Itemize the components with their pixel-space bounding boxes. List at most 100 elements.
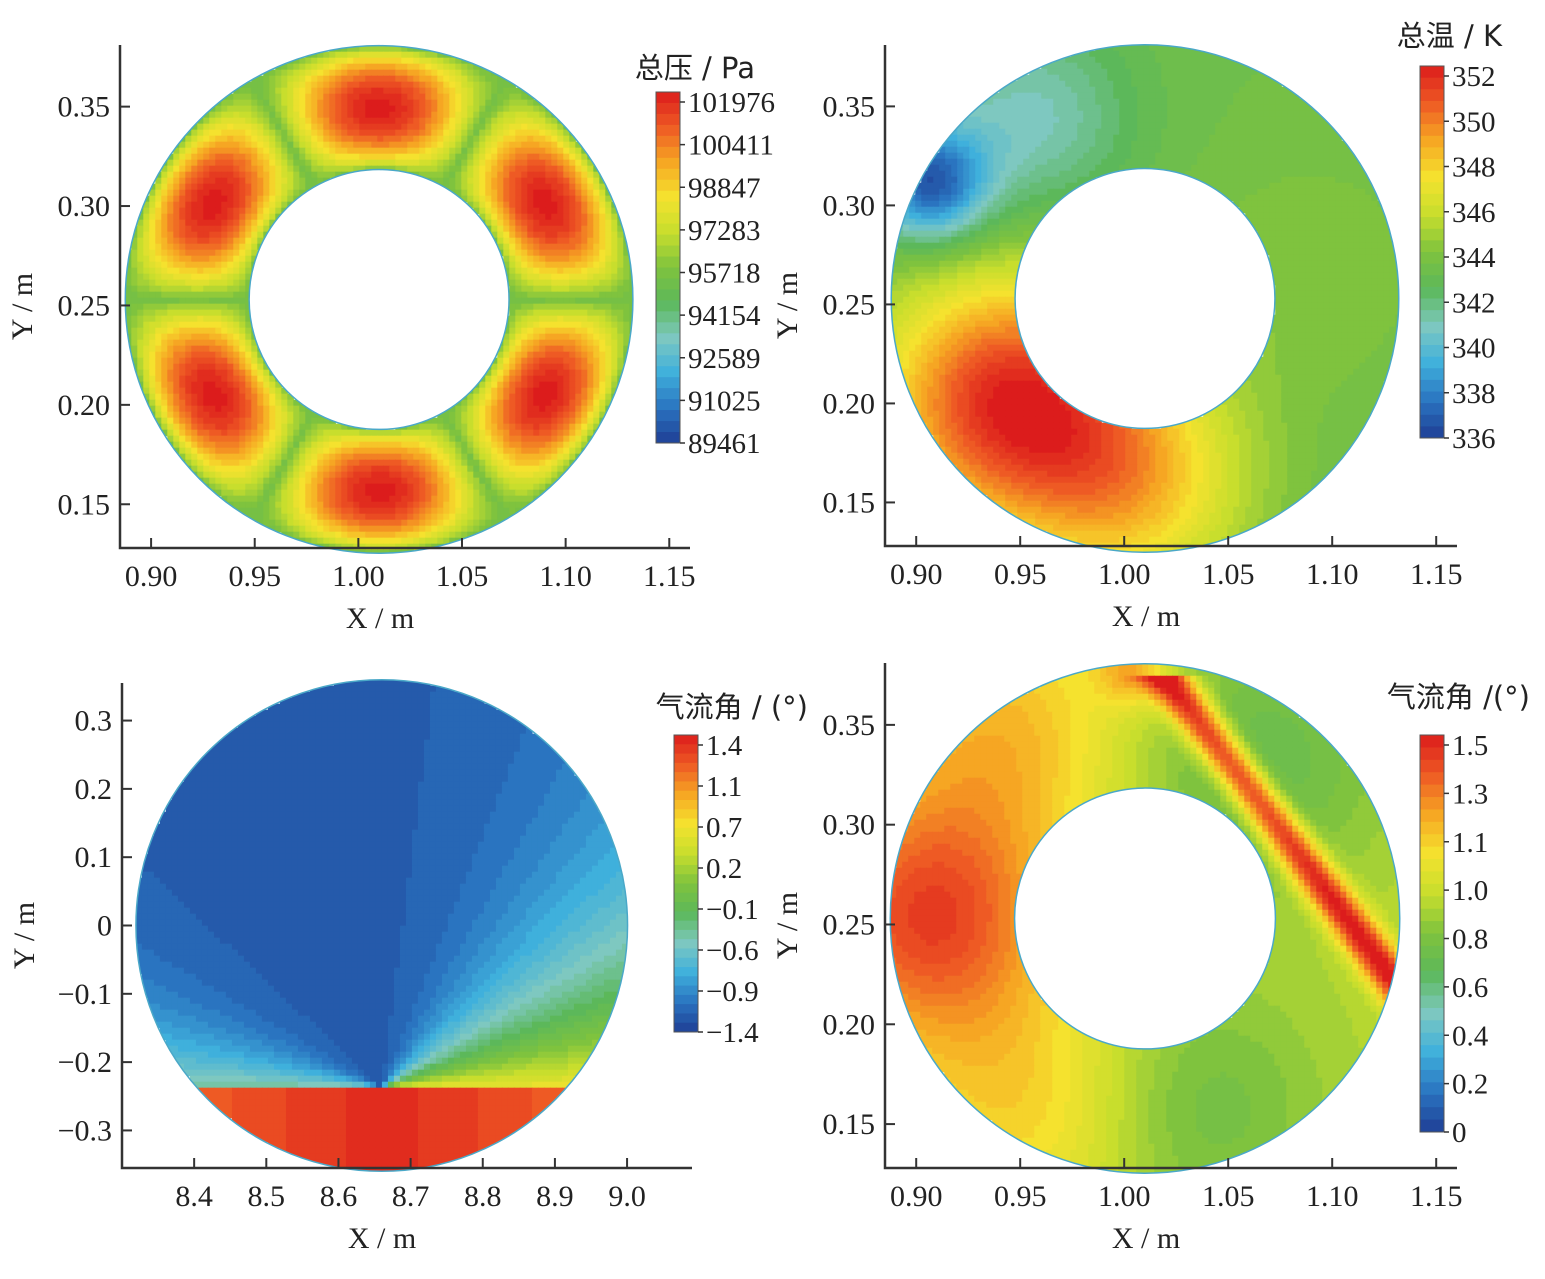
contour-field bbox=[891, 44, 1402, 556]
y-tick-label: 0.2 bbox=[75, 773, 113, 806]
outer-boundary bbox=[890, 43, 1400, 553]
y-tick-label: 0.35 bbox=[823, 90, 876, 123]
outer-boundary bbox=[124, 44, 634, 555]
x-axis-label: X / m bbox=[348, 1222, 416, 1255]
colorbar-title: 气流角 /(°) bbox=[1387, 680, 1530, 714]
colorbar-title: 总压 / Pa bbox=[635, 51, 755, 85]
x-tick-label: 8.8 bbox=[464, 1180, 502, 1213]
x-tick-label: 1.00 bbox=[1098, 1180, 1151, 1213]
chart-panel-flow-angle-annulus: 0.90 0.95 1.00 1.05 1.10 1.150.150.200.250.30… bbox=[771, 649, 1530, 1255]
y-tick-label: 0.25 bbox=[823, 288, 876, 321]
colorbar-label: 344 bbox=[1452, 242, 1496, 274]
x-tick-label: 8.6 bbox=[320, 1180, 358, 1213]
colorbar-label: 1.1 bbox=[706, 771, 742, 803]
y-tick-label: 0.20 bbox=[823, 387, 876, 420]
y-tick-label: 0.30 bbox=[823, 809, 876, 842]
y-axis-label: Y / m bbox=[771, 272, 804, 339]
y-tick-label: 0.15 bbox=[58, 488, 111, 521]
colorbar: 1.4 1.1 0.7 0.2 −0.1 −0.6 −0.9 −1.4 bbox=[673, 730, 759, 1049]
colorbar: 352 350 348 346 344 342 340 338 336 bbox=[1419, 61, 1496, 455]
y-tick-label: 0.1 bbox=[75, 841, 113, 874]
x-tick-label: 8.4 bbox=[175, 1180, 213, 1213]
outer-mask bbox=[876, 649, 1414, 1188]
colorbar-label: −1.4 bbox=[706, 1017, 759, 1049]
colorbar-label: 1.4 bbox=[706, 730, 743, 762]
x-tick-label: 1.15 bbox=[1410, 1180, 1463, 1213]
colorbar-label: 352 bbox=[1452, 61, 1496, 93]
x-tick-label: 0.90 bbox=[890, 558, 943, 591]
y-tick-label: 0.15 bbox=[823, 486, 876, 519]
colorbar-label: 0.2 bbox=[1452, 1069, 1488, 1101]
x-tick-label: 9.0 bbox=[608, 1180, 646, 1213]
colorbar-label: 97283 bbox=[688, 215, 761, 247]
colorbar-label: 0.6 bbox=[1452, 972, 1488, 1004]
x-tick-label: 1.00 bbox=[1098, 558, 1151, 591]
y-tick-label: 0.30 bbox=[823, 189, 876, 222]
outer-boundary bbox=[135, 678, 629, 1173]
outer-mask bbox=[111, 31, 647, 568]
colorbar-label: 101976 bbox=[688, 87, 775, 119]
colorbar-label: 348 bbox=[1452, 152, 1496, 184]
colorbar-label: 338 bbox=[1452, 378, 1496, 410]
x-tick-label: 0.90 bbox=[890, 1180, 943, 1213]
colorbar-label: −0.6 bbox=[706, 935, 759, 967]
colorbar-label: 340 bbox=[1452, 333, 1496, 365]
axis-lines bbox=[883, 663, 1457, 1170]
colorbar-label: 1.0 bbox=[1452, 875, 1488, 907]
x-tick-label: 1.15 bbox=[1410, 558, 1463, 591]
contour-field bbox=[135, 679, 629, 1173]
axis-lines bbox=[118, 45, 690, 550]
colorbar-label: 100411 bbox=[688, 130, 774, 162]
hub-boundary bbox=[1014, 167, 1276, 430]
y-tick-label: 0.25 bbox=[58, 289, 111, 322]
colorbar-label: 0.7 bbox=[706, 812, 742, 844]
colorbar-label: 1.1 bbox=[1452, 827, 1488, 859]
colorbar-label: 0.2 bbox=[706, 853, 742, 885]
x-tick-label: 1.05 bbox=[1202, 1180, 1255, 1213]
colorbar-label: 98847 bbox=[688, 172, 761, 204]
x-axis-label: X / m bbox=[1112, 600, 1180, 633]
y-axis-label: Y / m bbox=[771, 892, 804, 959]
y-tick-label: 0.35 bbox=[823, 709, 876, 742]
chart-panel-flow-angle-duct: 8.4 8.5 8.6 8.7 8.8 8.9 9.0 −0.3 −0.2 −0.1 0 0.1 0.2… bbox=[8, 665, 808, 1255]
y-tick-label: 0.20 bbox=[823, 1008, 876, 1041]
axis-lines bbox=[883, 45, 1457, 548]
colorbar-label: 346 bbox=[1452, 197, 1496, 229]
x-tick-label: 0.95 bbox=[994, 558, 1047, 591]
x-tick-label: 8.7 bbox=[392, 1180, 430, 1213]
hub-boundary bbox=[1013, 787, 1277, 1050]
colorbar-label: 1.3 bbox=[1452, 778, 1488, 810]
colorbar-label: −0.1 bbox=[706, 894, 759, 926]
chart-panel-total-temperature: 0.90 0.95 1.00 1.05 1.10 1.15 0.15 0.20 0.25 0.30… bbox=[771, 19, 1503, 633]
colorbar-label: 94154 bbox=[688, 300, 761, 332]
y-tick-label: 0.20 bbox=[58, 389, 111, 422]
colorbar-label: 336 bbox=[1452, 423, 1496, 455]
x-tick-label: 1.10 bbox=[1306, 1180, 1359, 1213]
x-tick-label: 1.05 bbox=[436, 560, 489, 593]
colorbar: 101976 100411 98847 97283 95718 94154 92589 910… bbox=[655, 87, 775, 460]
colorbar: 1.5 1.3 1.1 1.0 0.8 0.6 0.4 0.2 0 bbox=[1419, 730, 1489, 1149]
colorbar-label: 0.4 bbox=[1452, 1020, 1489, 1052]
y-tick-label: 0 bbox=[97, 910, 112, 943]
x-tick-label: 1.00 bbox=[332, 560, 385, 593]
colorbar-label: 95718 bbox=[688, 258, 761, 290]
x-tick-label: 1.10 bbox=[1306, 558, 1359, 591]
x-tick-label: 0.95 bbox=[994, 1180, 1047, 1213]
x-tick-label: 0.95 bbox=[228, 560, 281, 593]
colorbar-label: 342 bbox=[1452, 287, 1496, 319]
colorbar-label: 91025 bbox=[688, 385, 761, 417]
y-tick-label: −0.1 bbox=[58, 978, 112, 1011]
contour-field bbox=[890, 663, 1401, 1175]
y-tick-label: −0.3 bbox=[58, 1114, 112, 1147]
x-tick-label: 0.90 bbox=[125, 560, 178, 593]
colorbar-label: 1.5 bbox=[1452, 730, 1488, 762]
chart-panel-total-pressure: 0.90 0.95 1.00 1.05 1.10 1.15 0.15 0.20 0.25 0.30… bbox=[6, 31, 775, 635]
colorbar-label: 350 bbox=[1452, 106, 1496, 138]
x-tick-label: 8.9 bbox=[536, 1180, 574, 1213]
contour-field bbox=[125, 45, 636, 557]
x-axis-label: X / m bbox=[346, 602, 414, 635]
x-tick-label: 8.5 bbox=[248, 1180, 286, 1213]
colorbar-title: 总温 / K bbox=[1397, 19, 1503, 53]
y-tick-label: −0.2 bbox=[58, 1046, 112, 1079]
